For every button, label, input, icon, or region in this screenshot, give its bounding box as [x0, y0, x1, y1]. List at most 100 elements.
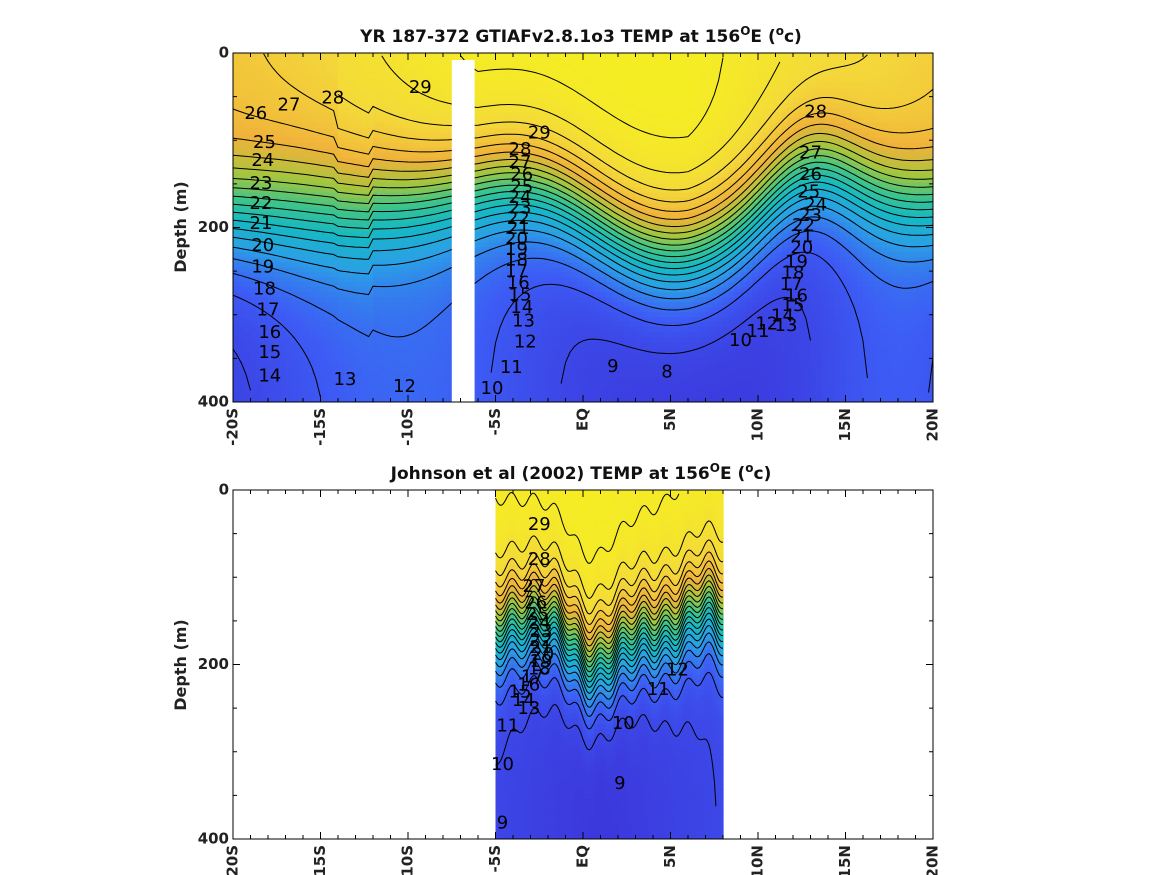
- field-cell: [297, 197, 304, 204]
- field-cell: [548, 62, 555, 69]
- field-cell: [390, 367, 397, 373]
- field-cell: [244, 357, 252, 363]
- field-cell: [501, 137, 508, 144]
- field-cell: [413, 372, 421, 378]
- field-cell: [577, 62, 584, 69]
- field-cell: [413, 297, 421, 303]
- field-cell: [238, 53, 246, 59]
- field-cell: [583, 342, 590, 348]
- field-cell: [472, 53, 479, 59]
- field-cell: [273, 132, 281, 139]
- field-cell: [588, 267, 596, 273]
- field-cell: [495, 87, 502, 94]
- field-cell: [635, 87, 642, 94]
- field-cell: [384, 287, 392, 293]
- field-cell: [571, 317, 578, 323]
- field-cell: [588, 217, 596, 224]
- field-cell: [355, 327, 362, 333]
- field-cell: [408, 97, 415, 104]
- field-cell: [308, 397, 316, 402]
- field-cell: [338, 97, 345, 104]
- field-cell: [233, 397, 240, 402]
- field-cell: [291, 287, 298, 293]
- field-cell: [373, 232, 380, 239]
- field-cell: [396, 267, 403, 273]
- field-cell: [402, 332, 409, 338]
- field-cell: [384, 102, 392, 109]
- field-cell: [268, 162, 275, 169]
- field-cell: [489, 152, 497, 159]
- field-cell: [343, 377, 351, 383]
- field-cell: [367, 297, 374, 303]
- field-cell: [559, 277, 567, 283]
- field-cell: [600, 72, 607, 79]
- field-cell: [314, 292, 322, 298]
- field-cell: [478, 232, 485, 239]
- field-cell: [419, 67, 427, 74]
- field-cell: [402, 277, 409, 283]
- field-cell: [600, 357, 607, 363]
- field-cell: [513, 202, 520, 209]
- field-cell: [233, 102, 240, 109]
- field-cell: [314, 252, 322, 259]
- field-cell: [501, 347, 508, 353]
- field-cell: [233, 97, 240, 104]
- field-cell: [472, 62, 479, 69]
- field-cell: [641, 237, 648, 244]
- field-cell: [612, 53, 619, 59]
- field-cell: [443, 352, 450, 358]
- field-cell: [244, 167, 252, 174]
- field-cell: [530, 272, 537, 278]
- field-cell: [530, 337, 537, 343]
- field-cell: [431, 247, 438, 254]
- field-cell: [501, 67, 508, 74]
- field-cell: [285, 357, 292, 363]
- field-cell: [577, 272, 584, 278]
- field-cell: [314, 297, 322, 303]
- field-cell: [285, 237, 292, 244]
- field-cell: [320, 157, 327, 164]
- field-cell: [373, 287, 380, 293]
- field-cell: [524, 212, 532, 219]
- field-cell: [559, 332, 567, 338]
- field-cell: [297, 182, 304, 189]
- field-cell: [361, 67, 368, 74]
- field-cell: [489, 127, 497, 134]
- field-cell: [343, 337, 351, 343]
- field-cell: [268, 397, 275, 402]
- field-cell: [548, 397, 555, 402]
- field-cell: [437, 267, 444, 273]
- field-cell: [326, 192, 333, 199]
- field-cell: [408, 62, 415, 69]
- field-cell: [233, 172, 240, 179]
- field-cell: [536, 312, 543, 318]
- field-cell: [507, 197, 514, 204]
- field-cell: [524, 337, 532, 343]
- field-cell: [548, 137, 555, 144]
- field-cell: [355, 257, 362, 263]
- field-cell: [338, 227, 345, 234]
- field-cell: [618, 227, 625, 234]
- field-cell: [303, 327, 310, 333]
- field-cell: [437, 152, 444, 159]
- field-cell: [588, 292, 596, 298]
- field-cell: [536, 382, 543, 388]
- field-cell: [542, 212, 549, 219]
- field-cell: [472, 97, 479, 104]
- field-cell: [577, 352, 584, 358]
- field-cell: [425, 217, 432, 224]
- field-cell: [338, 352, 345, 358]
- field-cell: [256, 197, 263, 204]
- field-cell: [297, 322, 304, 328]
- field-cell: [530, 117, 537, 124]
- field-cell: [577, 87, 584, 94]
- field-cell: [396, 397, 403, 402]
- field-cell: [553, 222, 561, 229]
- field-cell: [285, 317, 292, 323]
- field-cell: [320, 267, 327, 273]
- field-cell: [495, 397, 502, 402]
- field-cell: [338, 252, 345, 259]
- field-cell: [635, 132, 642, 139]
- field-cell: [408, 292, 415, 298]
- field-cell: [268, 252, 275, 259]
